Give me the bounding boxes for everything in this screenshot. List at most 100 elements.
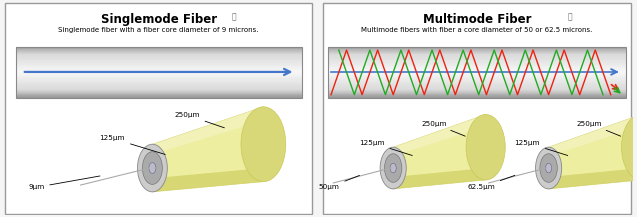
Bar [16,71,301,72]
Ellipse shape [622,114,637,180]
Bar [16,76,301,77]
Bar [16,96,301,97]
Bar [16,67,301,68]
Bar [328,86,626,87]
Bar [328,70,626,71]
Bar [16,65,301,66]
Text: Singlemode Fiber: Singlemode Fiber [101,13,217,26]
Bar [328,56,626,57]
Bar [16,95,301,96]
FancyBboxPatch shape [323,3,631,214]
Bar [16,47,301,98]
Bar [328,76,626,77]
Bar [328,89,626,90]
Bar [328,52,626,53]
Bar [16,60,301,61]
Bar [328,94,626,95]
Ellipse shape [466,114,505,180]
Bar [16,88,301,89]
Bar [16,83,301,84]
Bar [16,80,301,81]
Bar [16,54,301,55]
Polygon shape [393,114,485,189]
Bar [16,78,301,79]
Ellipse shape [149,163,156,173]
Bar [328,51,626,52]
Bar [16,74,301,75]
Polygon shape [393,168,485,189]
Bar [328,80,626,81]
Bar [16,62,301,63]
Bar [16,70,301,71]
Polygon shape [548,168,637,189]
Bar [328,72,626,73]
Bar [328,79,626,80]
Ellipse shape [138,144,168,192]
Bar [16,86,301,87]
Bar [16,48,301,49]
Bar [16,90,301,91]
Bar [16,56,301,57]
Bar [328,77,626,78]
Ellipse shape [241,107,286,182]
Bar [328,78,626,79]
Bar [16,47,301,48]
Bar [328,95,626,96]
Text: Singlemode fiber with a fiber core diameter of 9 microns.: Singlemode fiber with a fiber core diame… [59,27,259,33]
Bar [16,63,301,64]
Bar [16,68,301,69]
Polygon shape [152,107,263,155]
Polygon shape [548,114,637,156]
Text: 62.5μm: 62.5μm [468,175,515,190]
Bar [328,54,626,55]
Bar [328,60,626,61]
Bar [16,87,301,88]
Bar [16,64,301,65]
Bar [16,84,301,85]
Ellipse shape [536,147,562,189]
Bar [328,93,626,94]
Bar [328,49,626,50]
Text: ⎘: ⎘ [568,13,572,22]
Text: 50μm: 50μm [318,175,359,190]
Polygon shape [152,168,263,192]
Bar [328,47,626,48]
Bar [16,59,301,60]
Bar [16,77,301,78]
Bar [16,66,301,67]
Text: 250μm: 250μm [421,120,465,136]
Bar [328,73,626,74]
Bar [16,82,301,83]
Bar [328,83,626,84]
Bar [328,71,626,72]
Bar [16,94,301,95]
Text: 250μm: 250μm [576,120,620,136]
Bar [16,97,301,98]
Bar [16,92,301,93]
Bar [328,82,626,83]
Polygon shape [548,114,637,189]
Bar [328,61,626,62]
Text: ⎘: ⎘ [232,13,236,22]
Bar [328,92,626,93]
Bar [328,67,626,68]
Ellipse shape [540,154,557,182]
Bar [328,68,626,69]
Ellipse shape [380,147,406,189]
Bar [328,84,626,85]
Bar [328,66,626,67]
Bar [16,69,301,70]
Text: 125μm: 125μm [359,140,412,156]
Bar [16,73,301,74]
Bar [16,55,301,56]
Bar [328,87,626,88]
Bar [328,81,626,82]
Bar [328,50,626,51]
Bar [328,64,626,65]
Bar [16,79,301,80]
Bar [328,55,626,56]
Polygon shape [393,114,485,156]
Bar [16,52,301,53]
Bar [16,49,301,50]
Bar [328,90,626,91]
